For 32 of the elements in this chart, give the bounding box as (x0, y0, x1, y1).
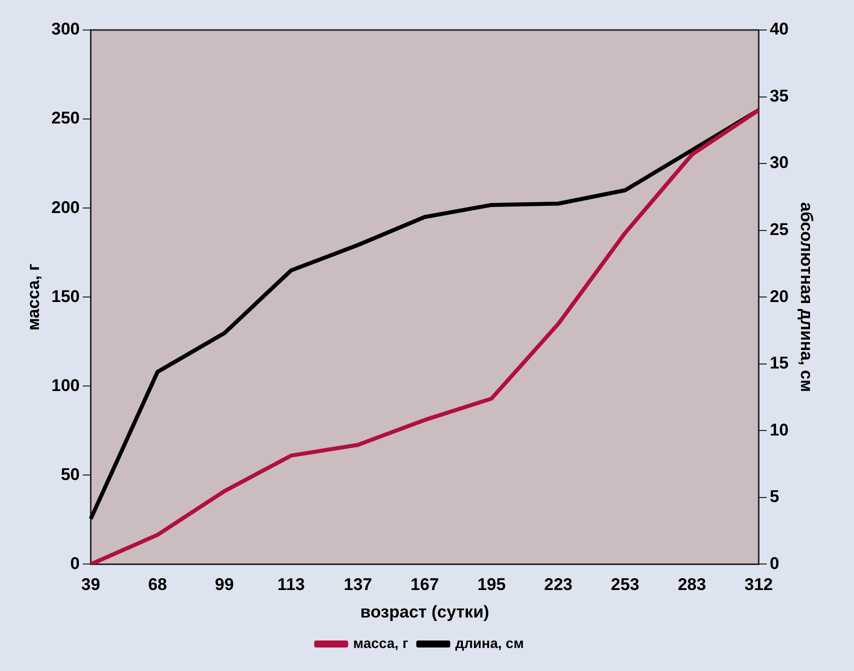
legend-label: масса, г (353, 634, 408, 651)
x-tick-label: 283 (678, 575, 706, 594)
y-tick-label: 150 (51, 286, 80, 306)
y2-tick-label: 15 (770, 354, 789, 373)
x-tick-label: 137 (344, 575, 372, 594)
y-tick-label: 0 (70, 554, 80, 573)
y2-tick-label: 25 (770, 220, 789, 240)
y2-tick-label: 40 (770, 20, 789, 39)
y2-tick-label: 0 (770, 554, 780, 573)
y-tick-label: 200 (51, 198, 80, 217)
x-tick-label: 167 (410, 575, 439, 594)
y-tick-label: 250 (51, 108, 80, 128)
x-tick-label: 39 (81, 575, 100, 594)
x-axis-title: возраст (сутки) (360, 602, 490, 622)
y-tick-label: 100 (51, 376, 80, 395)
x-tick-label: 113 (277, 575, 305, 594)
y2-axis-title: абсолютная длина, см (797, 202, 816, 392)
y-tick-label: 300 (51, 20, 80, 39)
x-tick-label: 312 (744, 575, 773, 594)
y2-tick-label: 20 (770, 286, 789, 306)
x-tick-label: 223 (544, 575, 572, 594)
y-tick-label: 50 (60, 464, 80, 484)
y2-tick-label: 5 (770, 487, 780, 506)
y2-tick-label: 10 (770, 420, 789, 440)
x-tick-label: 253 (610, 575, 640, 594)
legend-label: длина, см (455, 634, 524, 651)
x-tick-label: 99 (214, 575, 234, 594)
y2-tick-label: 30 (770, 153, 789, 172)
y-axis-title: масса, г (24, 264, 43, 331)
y2-tick-label: 35 (770, 86, 789, 106)
x-tick-label: 195 (477, 575, 506, 594)
x-tick-label: 68 (148, 575, 168, 594)
